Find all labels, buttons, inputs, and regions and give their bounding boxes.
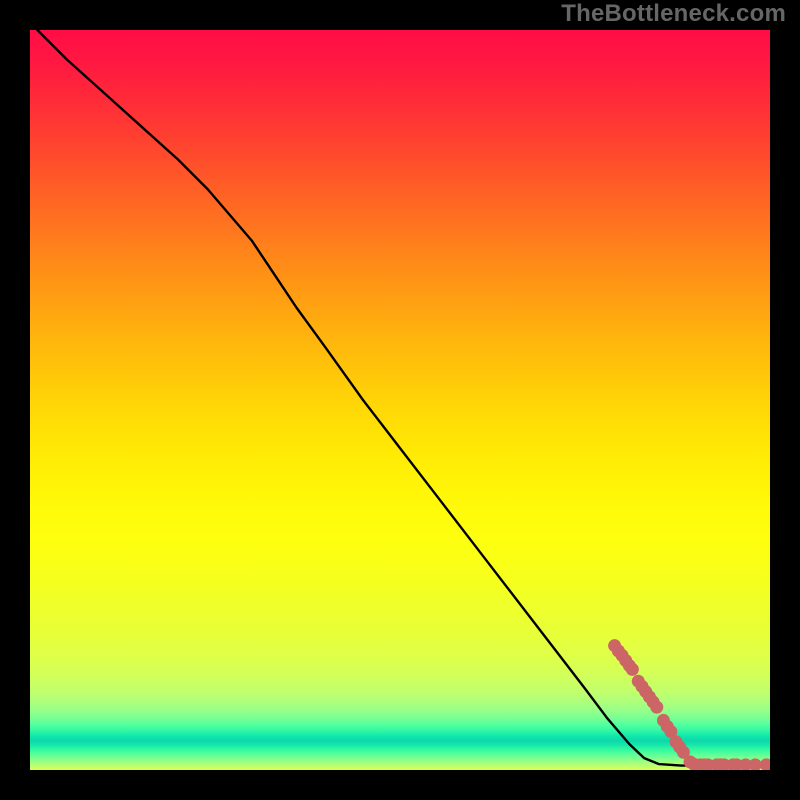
data-marker xyxy=(749,759,761,770)
stage: TheBottleneck.com xyxy=(0,0,800,800)
data-marker xyxy=(651,701,663,713)
data-marker xyxy=(626,663,638,675)
gradient-background xyxy=(30,30,770,770)
data-marker xyxy=(760,759,770,770)
watermark-label: TheBottleneck.com xyxy=(561,0,786,28)
chart-plot xyxy=(30,30,770,770)
